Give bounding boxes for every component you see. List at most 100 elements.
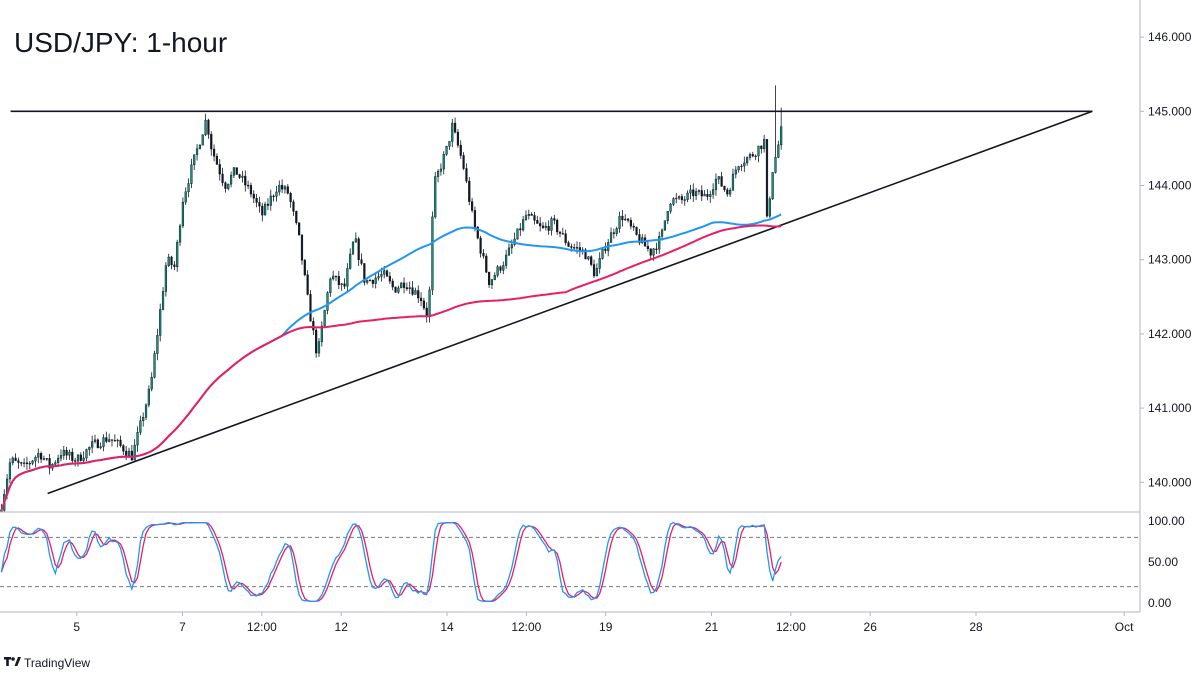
candle[interactable] — [573, 243, 576, 251]
candle[interactable] — [550, 216, 553, 236]
candle[interactable] — [351, 241, 355, 255]
candle[interactable] — [178, 223, 182, 246]
candle[interactable] — [595, 263, 598, 277]
candle[interactable] — [184, 187, 187, 205]
candle[interactable] — [79, 452, 82, 462]
candle[interactable] — [315, 327, 318, 358]
candle[interactable] — [695, 187, 698, 201]
candle[interactable] — [476, 226, 479, 240]
candle[interactable] — [683, 195, 686, 206]
candle[interactable] — [547, 220, 550, 235]
candle[interactable] — [76, 454, 80, 467]
candle[interactable] — [760, 145, 763, 154]
candle[interactable] — [564, 229, 567, 246]
candle[interactable] — [527, 209, 530, 220]
brand[interactable]: TradingView — [4, 656, 90, 670]
candle[interactable] — [96, 438, 99, 449]
candle[interactable] — [417, 285, 420, 304]
candle[interactable] — [258, 196, 261, 213]
candle[interactable] — [255, 194, 258, 208]
candle[interactable] — [763, 134, 766, 153]
candle[interactable] — [734, 166, 737, 179]
candle[interactable] — [414, 287, 417, 295]
candle[interactable] — [666, 210, 669, 225]
candle[interactable] — [159, 303, 162, 342]
candle[interactable] — [592, 259, 596, 279]
candle[interactable] — [493, 272, 496, 281]
candle[interactable] — [309, 290, 312, 322]
candle[interactable] — [530, 212, 533, 216]
candle[interactable] — [748, 152, 752, 161]
candle[interactable] — [394, 286, 397, 293]
candle[interactable] — [337, 271, 340, 290]
candle[interactable] — [346, 263, 349, 292]
candle[interactable] — [363, 263, 366, 286]
candle[interactable] — [82, 451, 85, 463]
candle[interactable] — [703, 190, 706, 197]
candle[interactable] — [700, 185, 703, 201]
candle[interactable] — [505, 249, 508, 269]
candle[interactable] — [720, 171, 723, 187]
candle[interactable] — [142, 412, 145, 427]
candle[interactable] — [385, 269, 389, 277]
time-axis[interactable]: 5 7 12:00 12 14 12:00 19 21 12:00 26 28 Oct — [73, 612, 1134, 634]
candle[interactable] — [360, 253, 363, 266]
candle[interactable] — [541, 222, 545, 230]
candle[interactable] — [25, 456, 29, 470]
candle[interactable] — [774, 85, 777, 174]
candle[interactable] — [751, 151, 754, 158]
candle[interactable] — [48, 453, 51, 475]
candle[interactable] — [59, 449, 63, 462]
candle[interactable] — [127, 447, 131, 456]
candle[interactable] — [629, 217, 632, 230]
candle[interactable] — [207, 118, 210, 139]
candle[interactable] — [93, 434, 97, 444]
candle[interactable] — [516, 228, 519, 240]
candle[interactable] — [212, 144, 216, 162]
candle[interactable] — [482, 249, 485, 259]
candle[interactable] — [187, 178, 190, 198]
candle[interactable] — [91, 435, 94, 454]
candle[interactable] — [754, 154, 757, 161]
candle[interactable] — [272, 194, 275, 202]
candle[interactable] — [709, 190, 712, 203]
candle[interactable] — [8, 458, 12, 484]
candle[interactable] — [62, 446, 65, 460]
candle[interactable] — [490, 278, 494, 290]
candle[interactable] — [626, 217, 630, 223]
candle[interactable] — [556, 218, 559, 235]
candle[interactable] — [332, 270, 335, 281]
candle[interactable] — [323, 309, 326, 327]
candle[interactable] — [439, 163, 443, 176]
candle[interactable] — [170, 255, 173, 270]
candle[interactable] — [615, 226, 618, 237]
candle[interactable] — [737, 165, 740, 173]
candle[interactable] — [173, 261, 176, 271]
candle[interactable] — [431, 211, 434, 296]
candle[interactable] — [519, 223, 522, 236]
candle[interactable] — [105, 431, 108, 444]
candle[interactable] — [247, 180, 250, 190]
candle[interactable] — [164, 262, 167, 297]
candle[interactable] — [108, 433, 111, 443]
candle[interactable] — [366, 279, 369, 285]
candle[interactable] — [57, 454, 60, 467]
candle[interactable] — [533, 212, 536, 225]
candle[interactable] — [102, 434, 105, 452]
candle[interactable] — [71, 448, 74, 463]
candle[interactable] — [522, 215, 525, 232]
oscillator-axis[interactable]: 0.00 50.00 100.00 — [1148, 514, 1185, 610]
candle[interactable] — [235, 167, 238, 175]
candle[interactable] — [300, 234, 304, 265]
candle[interactable] — [686, 190, 689, 203]
candle[interactable] — [649, 248, 652, 260]
candle[interactable] — [14, 453, 17, 462]
candle[interactable] — [419, 292, 423, 307]
candle[interactable] — [224, 181, 227, 193]
candle[interactable] — [349, 248, 352, 270]
candle[interactable] — [507, 243, 511, 256]
candle[interactable] — [400, 282, 403, 289]
price-axis[interactable]: 140.000 141.000 142.000 143.000 144.000 145.0… — [1140, 30, 1192, 489]
support-line[interactable] — [47, 110, 1093, 495]
candle[interactable] — [156, 328, 159, 361]
